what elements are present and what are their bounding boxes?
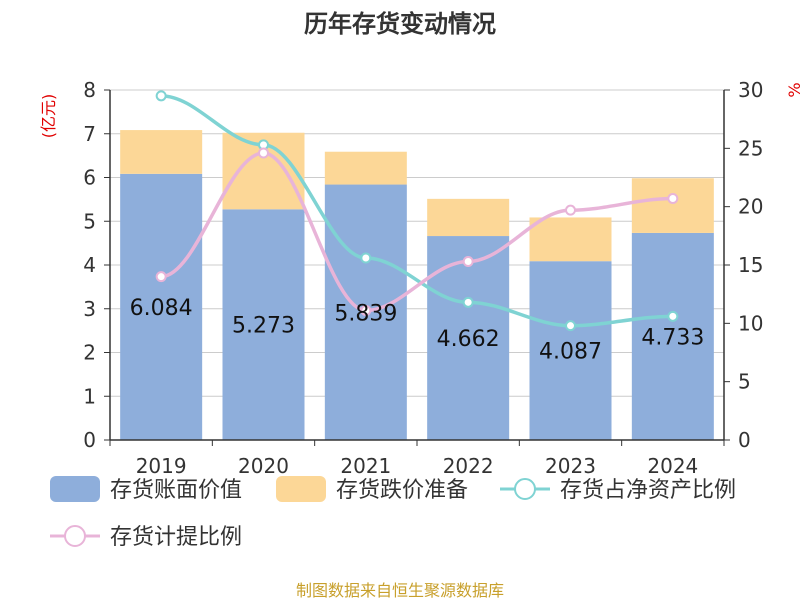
point-存货占净资产比例 xyxy=(462,296,474,308)
legend-label-存货占净资产比例: 存货占净资产比例 xyxy=(560,478,736,503)
left-tick-label: 4 xyxy=(83,253,96,277)
right-tick-label: 20 xyxy=(738,195,763,219)
axes: 0 1 2 3 4 5 6 7 8 0 5 10 15 20 25 30 2019 2020 2021 2022 202… xyxy=(83,78,763,478)
bars xyxy=(120,130,714,440)
gridlines xyxy=(110,89,724,441)
left-tick-label: 2 xyxy=(83,341,96,365)
legend-marker-存货占净资产比例 xyxy=(514,478,536,500)
bar-存货跌价准备 xyxy=(120,130,203,174)
data-label: 5.839 xyxy=(334,301,397,326)
legend-label-存货跌价准备: 存货跌价准备 xyxy=(336,478,468,503)
bar-存货跌价准备 xyxy=(427,198,510,237)
point-存货计提比例 xyxy=(360,305,372,316)
legend-label-存货计提比例: 存货计提比例 xyxy=(110,525,242,550)
legend-swatch-存货跌价准备 xyxy=(276,476,326,502)
data-labels: 6.084 5.273 5.839 4.662 4.087 4.733 xyxy=(130,296,705,365)
x-tick-label: 2024 xyxy=(647,454,698,478)
data-label: 4.087 xyxy=(539,340,602,365)
bar-存货账面价值 xyxy=(222,209,305,440)
x-tick-label: 2022 xyxy=(443,454,494,478)
left-tick-label: 7 xyxy=(83,122,96,146)
point-存货计提比例 xyxy=(565,204,576,216)
left-tick-label: 1 xyxy=(83,384,96,408)
right-tick-label: 10 xyxy=(738,311,763,335)
right-tick-label: 30 xyxy=(738,78,763,102)
data-label: 4.662 xyxy=(437,327,500,352)
left-tick-label: 5 xyxy=(83,209,96,233)
bar-存货账面价值 xyxy=(631,232,714,440)
bar-存货账面价值 xyxy=(120,173,203,440)
point-存货占净资产比例 xyxy=(565,320,576,332)
right-tick-label: 5 xyxy=(738,370,751,394)
source-note: 制图数据来自恒生聚源数据库 xyxy=(296,581,504,600)
bar-存货跌价准备 xyxy=(631,178,714,233)
x-tick-label: 2019 xyxy=(136,454,187,478)
right-tick-label: 0 xyxy=(738,428,751,452)
left-axis-unit: (亿元) xyxy=(39,94,58,139)
right-axis-unit: % xyxy=(785,82,800,97)
data-label: 6.084 xyxy=(130,296,193,321)
right-tick-label: 15 xyxy=(738,253,763,277)
legend-marker-存货计提比例 xyxy=(64,525,86,547)
point-存货计提比例 xyxy=(258,147,269,159)
point-存货计提比例 xyxy=(462,256,474,267)
data-label: 5.273 xyxy=(232,314,295,339)
lines xyxy=(155,90,679,332)
legend-swatch-存货账面价值 xyxy=(50,476,100,502)
x-tick-label: 2021 xyxy=(340,454,391,478)
left-tick-label: 8 xyxy=(83,78,96,102)
point-存货占净资产比例 xyxy=(155,90,167,102)
left-tick-label: 6 xyxy=(83,166,96,190)
x-tick-label: 2023 xyxy=(545,454,596,478)
left-tick-label: 3 xyxy=(83,297,96,321)
legend-label-存货账面价值: 存货账面价值 xyxy=(110,478,242,503)
point-存货计提比例 xyxy=(667,193,679,204)
bar-存货跌价准备 xyxy=(529,217,612,262)
data-label: 4.733 xyxy=(641,325,704,350)
point-存货占净资产比例 xyxy=(667,310,679,322)
x-tick-label: 2020 xyxy=(238,454,289,478)
chart-title: 历年存货变动情况 xyxy=(304,10,496,38)
point-存货占净资产比例 xyxy=(360,252,372,264)
bar-存货账面价值 xyxy=(529,261,612,440)
bar-存货跌价准备 xyxy=(324,151,407,185)
point-存货计提比例 xyxy=(155,271,167,283)
right-tick-label: 25 xyxy=(738,136,763,160)
left-tick-label: 0 xyxy=(83,428,96,452)
